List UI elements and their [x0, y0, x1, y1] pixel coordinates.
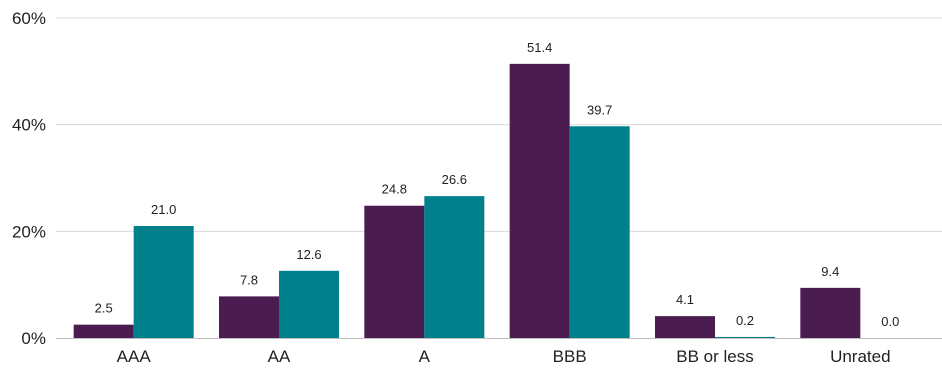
bars [73, 63, 861, 339]
data-labels: 2.5 21.0 7.8 12.6 24.8 26.6 51.4 39.7 4.1 0.2 9.4 0… [95, 40, 900, 329]
y-tick-label: 20% [12, 222, 46, 241]
x-tick-label: AAA [117, 347, 152, 366]
data-label: 26.6 [442, 172, 467, 187]
bar-bbb-series-2 [569, 126, 630, 339]
data-label: 24.8 [382, 182, 407, 197]
bar-aaa-series-1 [73, 324, 134, 338]
data-label: 21.0 [151, 202, 176, 217]
bar-bbb-series-1 [509, 63, 570, 338]
data-label: 7.8 [240, 272, 258, 287]
bar-aa-series-2 [279, 270, 339, 338]
data-label: 0.2 [736, 313, 754, 328]
gridlines [56, 17, 942, 232]
data-label: 0.0 [881, 314, 899, 329]
data-label: 4.1 [676, 292, 694, 307]
y-axis-ticks: 0% 20% 40% 60% [12, 9, 46, 348]
y-tick-label: 40% [12, 116, 46, 135]
data-label: 51.4 [527, 40, 552, 55]
y-tick-label: 60% [12, 9, 46, 28]
x-tick-label: AA [268, 347, 291, 366]
bar-bb-or-less-series-1 [655, 316, 715, 338]
bar-aaa-series-2 [133, 226, 194, 338]
x-tick-label: Unrated [830, 347, 890, 366]
data-label: 39.7 [587, 102, 612, 117]
data-label: 9.4 [821, 264, 839, 279]
bar-a-series-1 [364, 205, 425, 338]
y-tick-label: 0% [21, 329, 46, 348]
x-tick-label: BB or less [676, 347, 753, 366]
x-tick-label: A [419, 347, 431, 366]
x-tick-label: BBB [553, 347, 587, 366]
x-axis-ticks: AAA AA A BBB BB or less Unrated [117, 347, 891, 366]
bar-a-series-2 [424, 196, 485, 338]
bar-unrated-series-1 [800, 287, 861, 338]
bar-bb-or-less-series-2 [715, 336, 775, 338]
data-label: 12.6 [296, 247, 321, 262]
data-label: 2.5 [95, 301, 113, 316]
bar-aa-series-1 [219, 296, 279, 338]
